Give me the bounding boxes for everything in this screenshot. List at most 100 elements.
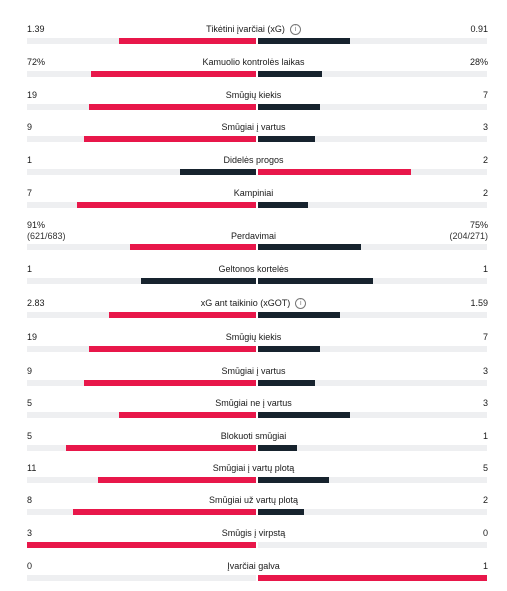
info-icon[interactable]: i [295,298,307,310]
stat-label-text: Smūgiai ne į vartus [215,398,292,408]
away-bar-fill [258,477,329,483]
stat-label: Perdavimai [0,231,507,242]
away-bar-track [258,169,487,175]
home-bar-fill [77,202,256,208]
away-bar-fill [258,71,322,77]
stat-row: 5 Smūgiai ne į vartus 3 [0,398,507,428]
stat-row: 72% Kamuolio kontrolės laikas 28% [0,57,507,87]
home-value: 91% [27,220,46,230]
home-bar-track [27,312,256,318]
info-icon[interactable]: i [289,24,301,36]
away-value: 2 [482,155,488,165]
home-bar-track [27,542,256,548]
stat-label: Kampiniai [0,188,507,199]
away-value: 0 [482,528,488,538]
away-sub-value: (204/271) [449,231,488,241]
home-value: 72% [27,57,46,67]
stat-label: Tikėtini įvarčiai (xG) i [0,24,507,36]
away-bar-fill [258,278,373,284]
away-value: 0.91 [470,24,488,34]
stat-row: 11 Smūgiai į vartų plotą 5 [0,463,507,493]
away-bar-fill [258,104,320,110]
away-value: 1 [482,431,488,441]
home-bar-fill [84,136,256,142]
away-value: 2 [482,495,488,505]
stat-row: 19 Smūgių kiekis 7 [0,90,507,120]
home-value: 1 [27,155,33,165]
stat-label-text: Smūgiai už vartų plotą [208,495,299,505]
stat-label: Smūgių kiekis [0,332,507,343]
home-value: 19 [27,90,38,100]
home-bar-fill [91,71,256,77]
stat-row: 3 Smūgis į virpstą 0 [0,528,507,558]
home-value: 9 [27,366,33,376]
stat-label: xG ant taikinio (xGOT) i [0,298,507,310]
away-value: 3 [482,366,488,376]
away-bar-track [258,136,487,142]
away-bar-track [258,445,487,451]
home-bar-track [27,244,256,250]
home-bar-fill [141,278,256,284]
home-bar-track [27,278,256,284]
away-bar-fill [258,346,320,352]
stat-label-text: Smūgis į virpstą [221,528,286,538]
away-bar-fill [258,412,350,418]
away-bar-fill [258,509,304,515]
stat-label-text: Geltonos kortelės [218,264,289,274]
home-bar-track [27,38,256,44]
home-bar-track [27,169,256,175]
stat-label: Smūgiai į vartus [0,122,507,133]
stat-label-text: Smūgiai į vartų plotą [212,463,295,473]
home-bar-track [27,71,256,77]
home-value: 1 [27,264,33,274]
home-value: 1.39 [27,24,45,34]
home-bar-fill [84,380,256,386]
home-value: 8 [27,495,33,505]
stat-label: Smūgiai ne į vartus [0,398,507,409]
home-bar-fill [27,542,256,548]
stat-label-text: xG ant taikinio (xGOT) [200,298,291,308]
home-bar-fill [98,477,256,483]
home-bar-fill [130,244,256,250]
home-value: 5 [27,431,33,441]
home-bar-fill [119,38,256,44]
away-value: 1 [482,561,488,571]
away-bar-track [258,380,487,386]
away-bar-track [258,244,487,250]
stat-label-text: Kamuolio kontrolės laikas [202,57,305,67]
away-value: 2 [482,188,488,198]
away-bar-fill [258,202,308,208]
away-value: 75% [469,220,488,230]
stat-label-text: Blokuoti smūgiai [220,431,287,441]
home-value: 3 [27,528,33,538]
home-bar-track [27,346,256,352]
home-value: 7 [27,188,33,198]
stat-row: 9 Smūgiai į vartus 3 [0,122,507,152]
home-value: 11 [27,463,37,473]
stat-row: 19 Smūgių kiekis 7 [0,332,507,362]
away-bar-track [258,202,487,208]
away-value: 3 [482,398,488,408]
away-bar-fill [258,312,340,318]
stat-label-text: Kampiniai [233,188,274,198]
away-value: 7 [482,332,488,342]
stat-label-text: Perdavimai [230,231,277,241]
home-bar-fill [109,312,256,318]
home-bar-track [27,412,256,418]
stat-row: 7 Kampiniai 2 [0,188,507,218]
away-bar-track [258,278,487,284]
away-bar-track [258,346,487,352]
stat-label: Blokuoti smūgiai [0,431,507,442]
stat-label: Smūgis į virpstą [0,528,507,539]
stat-label-text: Smūgių kiekis [225,332,282,342]
stat-row: 5 Blokuoti smūgiai 1 [0,431,507,461]
stat-row: 1 Geltonos kortelės 1 [0,264,507,294]
home-bar-track [27,575,256,581]
away-value: 7 [482,90,488,100]
stat-row: 9 Smūgiai į vartus 3 [0,366,507,396]
stat-label-text: Smūgiai į vartus [221,366,286,376]
stat-label-text: Smūgių kiekis [225,90,282,100]
home-bar-track [27,104,256,110]
home-value: 5 [27,398,33,408]
home-value: 2.83 [27,298,45,308]
